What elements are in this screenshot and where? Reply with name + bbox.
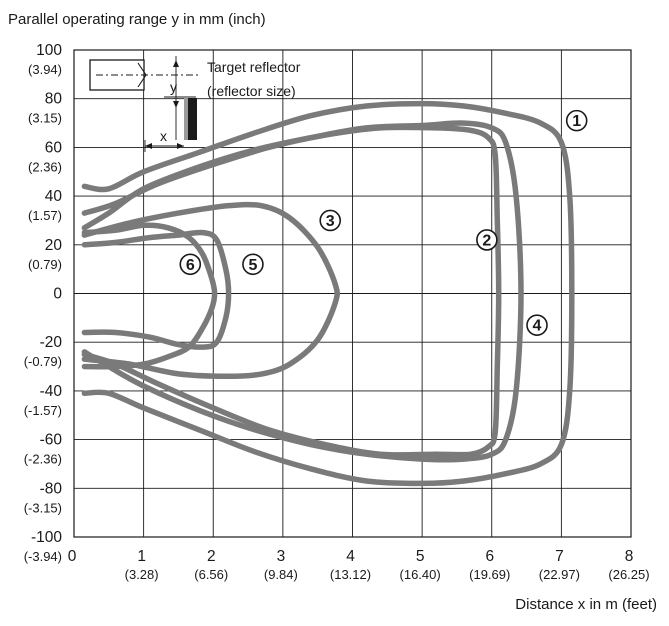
y-tick-label: 80 [45, 91, 63, 108]
y-tick-label: 60 [45, 139, 63, 156]
y-tick-sublabel: (3.15) [28, 111, 62, 126]
x-tick-label: 1 [137, 548, 146, 565]
range-curve-2 [81, 124, 502, 458]
range-curves [81, 100, 575, 487]
inset-y-symbol: y [170, 79, 177, 95]
x-arrow-right-icon [177, 143, 184, 149]
x-arrow-left-icon [145, 143, 152, 149]
y-tick-sublabel: (0.79) [28, 257, 62, 272]
reflector-edge-icon [184, 98, 188, 140]
x-tick-sublabel: (9.84) [264, 567, 298, 582]
curve-label-circle-6 [179, 253, 202, 276]
chart-title: Parallel operating range y in mm (inch) [8, 11, 266, 28]
x-tick-label: 6 [485, 548, 494, 565]
x-tick-sublabel: (3.28) [125, 567, 159, 582]
x-tick-sublabel: (19.69) [469, 567, 510, 582]
curve-label-2: 2 [482, 232, 491, 249]
x-tick-sublabel: (6.56) [194, 567, 228, 582]
curve-label-circle-3 [319, 209, 342, 232]
y-tick-label: -20 [40, 334, 63, 351]
curve-label-circle-4 [526, 314, 548, 336]
y-tick-sublabel: (-1.57) [24, 403, 62, 418]
y-arrow-bottom-icon [173, 101, 179, 108]
curve-labels: 1 2 3 4 5 6 [179, 109, 588, 336]
y-tick-label: -100 [31, 529, 62, 546]
curve-label-1: 1 [572, 113, 581, 130]
x-tick-label: 0 [68, 548, 77, 565]
axis-tick-labels: 100(3.94)80(3.15)60(2.36)40(1.57)20(0.79… [24, 42, 650, 582]
x-tick-sublabel: (13.12) [330, 567, 371, 582]
reflector-inset-diagram: y x Target reflector (reflector size) [89, 56, 301, 152]
x-axis-label: Distance x in m (feet) [515, 596, 657, 613]
x-tick-label: 2 [207, 548, 216, 565]
x-tick-label: 5 [416, 548, 425, 565]
y-tick-label: -80 [40, 480, 63, 497]
inset-x-symbol: x [160, 128, 167, 144]
curve-label-circle-5 [242, 253, 264, 276]
y-tick-label: 0 [53, 286, 62, 303]
grid-lines [73, 49, 632, 538]
curve-label-3: 3 [326, 213, 335, 230]
inset-label-line1: Target reflector [207, 59, 301, 75]
range-curve-5 [81, 229, 232, 350]
x-tick-sublabel: (22.97) [539, 567, 580, 582]
x-tick-sublabel: (26.25) [608, 567, 649, 582]
range-curve-6 [81, 222, 218, 370]
y-tick-label: 20 [45, 237, 63, 254]
curve-label-5: 5 [248, 257, 257, 274]
y-tick-sublabel: (-3.94) [24, 549, 62, 564]
y-tick-sublabel: (-3.15) [24, 500, 62, 515]
x-tick-label: 3 [277, 548, 286, 565]
y-tick-sublabel: (2.36) [28, 159, 62, 174]
y-tick-label: -60 [40, 432, 63, 449]
y-tick-label: -40 [40, 383, 63, 400]
range-curve-1 [81, 100, 575, 487]
range-curve-3 [81, 201, 341, 380]
inset-label-line2: (reflector size) [207, 83, 296, 99]
y-tick-label: 100 [36, 42, 62, 59]
y-tick-sublabel: (-2.36) [24, 452, 62, 467]
y-tick-sublabel: (3.94) [28, 62, 62, 77]
curve-label-6: 6 [186, 257, 195, 274]
x-tick-label: 8 [625, 548, 634, 565]
curve-label-4: 4 [533, 318, 542, 335]
curve-label-circle-2 [476, 229, 498, 251]
range-curve-4 [81, 120, 524, 463]
x-tick-label: 7 [555, 548, 564, 565]
y-tick-sublabel: (1.57) [28, 208, 62, 223]
x-tick-sublabel: (16.40) [400, 567, 441, 582]
plot-frame [73, 49, 632, 538]
curve-label-circle-1 [565, 109, 588, 132]
y-arrow-top-icon [173, 60, 179, 67]
x-tick-label: 4 [346, 548, 355, 565]
y-tick-label: 40 [45, 188, 63, 205]
y-tick-sublabel: (-0.79) [24, 354, 62, 369]
